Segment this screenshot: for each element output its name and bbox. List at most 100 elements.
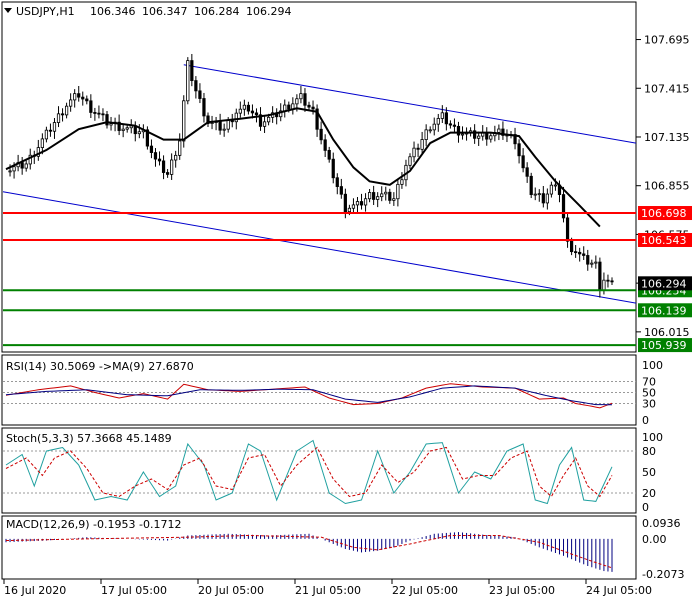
candle-body bbox=[561, 194, 566, 219]
oscillator-series-line bbox=[5, 439, 613, 505]
candle-body bbox=[77, 93, 81, 98]
candle-body bbox=[384, 191, 388, 195]
candle-body bbox=[363, 198, 368, 206]
stoch-header: Stoch(5,3,3) 57.3668 45.1489 bbox=[6, 432, 172, 445]
candle-body bbox=[52, 122, 57, 132]
candle-body bbox=[170, 159, 174, 175]
candle-body bbox=[355, 201, 360, 206]
candle-body bbox=[93, 112, 97, 114]
oscillator-axis-label: 100 bbox=[642, 359, 663, 372]
ohlc-low: 106.284 bbox=[194, 5, 240, 18]
stoch-pane-frame bbox=[1, 427, 637, 514]
level-price-box bbox=[638, 338, 692, 353]
oscillator-axis-label: 50 bbox=[642, 466, 656, 479]
macd-header: MACD(12,26,9) -0.1953 -0.1712 bbox=[6, 518, 181, 531]
candle-body bbox=[578, 251, 582, 255]
candle-body bbox=[335, 177, 339, 187]
candle-body bbox=[85, 98, 89, 102]
candle-body bbox=[299, 93, 303, 100]
candle-body bbox=[73, 93, 77, 101]
candle-body bbox=[194, 80, 198, 92]
moving-average-line bbox=[5, 107, 601, 228]
candle-body bbox=[44, 129, 49, 140]
time-axis: 16 Jul 2020 17 Jul 05:00 20 Jul 05:00 21 Ju… bbox=[3, 579, 652, 597]
candle-body bbox=[287, 104, 291, 110]
candle-body bbox=[331, 158, 335, 179]
candle-body bbox=[590, 262, 594, 265]
candle-body bbox=[242, 104, 246, 110]
candle-body bbox=[372, 192, 376, 200]
candle-body bbox=[283, 104, 287, 112]
candle-body bbox=[582, 253, 586, 256]
price-axis-label: 106.855 bbox=[644, 180, 690, 193]
candle-body bbox=[610, 280, 614, 283]
candle-body bbox=[574, 251, 578, 254]
candle-body bbox=[359, 201, 364, 206]
candle-body bbox=[20, 162, 24, 169]
candle-body bbox=[420, 139, 424, 150]
candle-body bbox=[456, 125, 461, 136]
candle-body bbox=[315, 108, 319, 130]
candle-body bbox=[234, 112, 238, 123]
candle-body bbox=[230, 120, 234, 123]
candle-body bbox=[279, 110, 283, 118]
price-pane: 107.695107.415107.135106.855106.575106.2… bbox=[2, 34, 692, 353]
level-price-box bbox=[638, 232, 692, 247]
ohlc-open: 106.346 bbox=[90, 5, 136, 18]
candle-body bbox=[161, 160, 166, 173]
candle-body bbox=[376, 196, 380, 200]
channel-upper-line bbox=[183, 64, 637, 144]
channel-lower-line bbox=[2, 191, 637, 304]
candle-body bbox=[533, 193, 537, 196]
candle-body bbox=[432, 123, 436, 131]
candle-body bbox=[64, 105, 69, 116]
oscillator-axis-label: 50 bbox=[642, 387, 656, 400]
candle-body bbox=[218, 121, 222, 131]
rsi-header: RSI(14) 30.5069 ->MA(9) 27.6870 bbox=[6, 360, 194, 373]
time-axis-label: 16 Jul 2020 bbox=[4, 584, 66, 597]
level-price-box bbox=[638, 303, 692, 318]
candle-body bbox=[125, 127, 129, 130]
candle-body bbox=[606, 279, 610, 282]
oscillator-axis-label: 100 bbox=[642, 431, 663, 444]
macd-pane-frame bbox=[1, 515, 637, 580]
price-axis-label: 107.415 bbox=[644, 82, 690, 95]
ohlc-close: 106.294 bbox=[246, 5, 292, 18]
candle-body bbox=[553, 184, 558, 187]
candle-body bbox=[295, 98, 299, 105]
candle-body bbox=[238, 108, 242, 114]
rsi-pane-frame bbox=[1, 354, 637, 426]
candle-body bbox=[339, 186, 343, 195]
oscillator-axis-label: 80 bbox=[642, 445, 656, 458]
candle-body bbox=[323, 139, 327, 151]
current-price-box bbox=[638, 276, 692, 291]
price-pane-frame bbox=[1, 1, 637, 353]
candle-body bbox=[541, 193, 545, 204]
candle-body bbox=[525, 167, 529, 177]
candle-body bbox=[367, 192, 372, 200]
candle-body bbox=[149, 145, 154, 153]
chart-menu-triangle-icon[interactable] bbox=[4, 8, 12, 13]
candle-body bbox=[266, 116, 271, 123]
oscillator-axis-label: 20 bbox=[642, 487, 656, 500]
candle-body bbox=[226, 120, 230, 130]
time-axis-label: 23 Jul 05:00 bbox=[489, 584, 555, 597]
level-price-label: 106.698 bbox=[641, 207, 687, 220]
candle-body bbox=[157, 158, 162, 162]
candle-body bbox=[198, 90, 202, 99]
candle-body bbox=[485, 132, 489, 140]
candle-body bbox=[351, 204, 356, 209]
candle-body bbox=[489, 135, 493, 140]
candle-body bbox=[477, 135, 481, 139]
current-price-label: 106.294 bbox=[641, 277, 687, 290]
candle-body bbox=[452, 124, 457, 127]
price-axis-label: 106.015 bbox=[644, 326, 690, 339]
candle-body bbox=[545, 193, 549, 204]
candle-body bbox=[513, 134, 517, 145]
candle-body bbox=[48, 129, 53, 132]
candle-body bbox=[319, 128, 323, 141]
candle-body bbox=[460, 133, 465, 136]
